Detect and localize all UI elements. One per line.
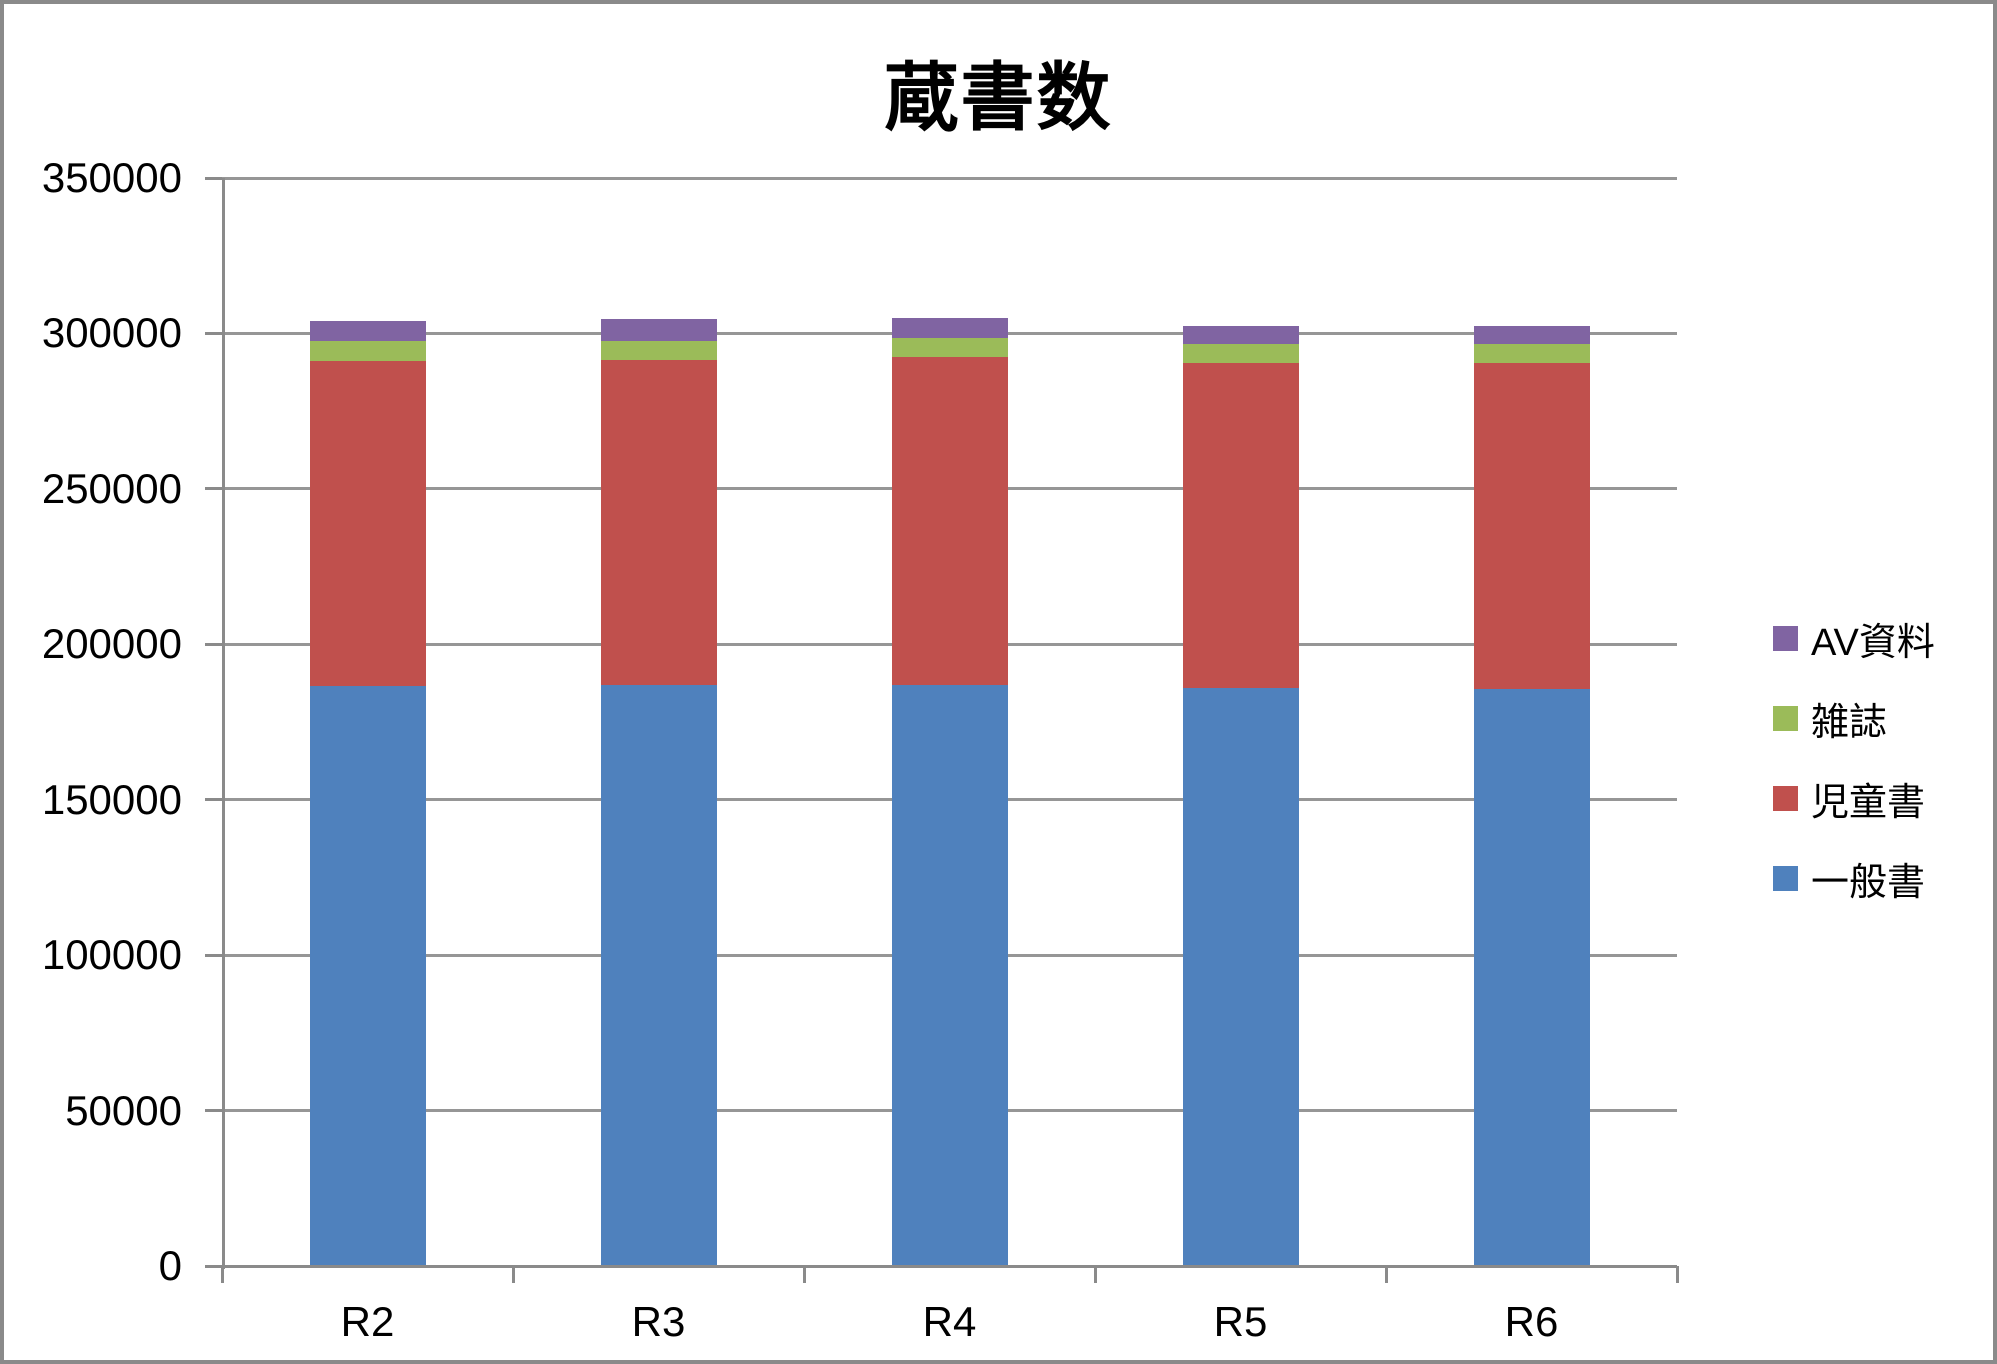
bar-segment-AV資料-R6: [1473, 325, 1590, 345]
legend-label: AV資料: [1811, 621, 1935, 664]
legend-swatch-icon: [1773, 705, 1798, 731]
bar-segment-児童書-R3: [600, 359, 717, 685]
legend-item-雑誌: 雑誌: [1773, 678, 1935, 758]
bar-segment-AV資料-R5: [1182, 325, 1299, 345]
y-tick-label: 0: [158, 1242, 182, 1289]
x-tick-5: [1675, 1266, 1679, 1283]
legend-label: 児童書: [1811, 781, 1926, 824]
bar-segment-一般書-R4: [891, 684, 1008, 1266]
x-axis-line: [222, 1264, 1677, 1268]
bar-segment-児童書-R6: [1473, 362, 1590, 690]
bar-segment-児童書-R4: [891, 356, 1008, 685]
y-tick-label: 300000: [41, 309, 182, 357]
bar-segment-一般書-R6: [1473, 689, 1590, 1266]
x-category-label-R4: R4: [922, 1298, 977, 1345]
y-tick-label: 150000: [41, 775, 182, 823]
bar-segment-雑誌-R5: [1182, 344, 1299, 363]
bar-segment-一般書-R2: [309, 686, 426, 1266]
y-tick-150000: [205, 798, 222, 802]
y-tick-0: [205, 1264, 222, 1268]
y-tick-100000: [205, 953, 222, 957]
y-tick-label: 250000: [41, 464, 182, 512]
x-category-label-R2: R2: [340, 1298, 395, 1345]
legend-swatch-icon: [1773, 865, 1798, 891]
x-tick-2: [802, 1266, 806, 1283]
x-tick-0: [220, 1266, 224, 1283]
bar-segment-AV資料-R2: [309, 320, 426, 342]
y-tick-label: 100000: [41, 931, 182, 979]
x-category-label-R3: R3: [631, 1298, 686, 1345]
bar-segment-雑誌-R2: [309, 341, 426, 362]
bar-segment-一般書-R3: [600, 684, 717, 1266]
x-category-label-R5: R5: [1213, 1298, 1268, 1345]
gridline-350000: [222, 176, 1677, 180]
x-tick-1: [511, 1266, 515, 1283]
y-tick-50000: [205, 1109, 222, 1113]
y-tick-label: 350000: [41, 154, 182, 201]
y-tick-250000: [205, 487, 222, 491]
bar-segment-雑誌-R4: [891, 338, 1008, 357]
y-tick-label: 50000: [65, 1086, 182, 1134]
legend-item-児童書: 児童書: [1773, 758, 1935, 838]
x-tick-3: [1093, 1266, 1097, 1283]
x-tick-4: [1384, 1266, 1388, 1283]
bar-segment-児童書-R5: [1182, 362, 1299, 688]
bar-segment-雑誌-R3: [600, 341, 717, 360]
x-category-label-R6: R6: [1504, 1298, 1559, 1345]
legend-swatch-icon: [1773, 625, 1798, 651]
bar-segment-雑誌-R6: [1473, 344, 1590, 363]
legend: AV資料雑誌児童書一般書: [1773, 598, 1935, 918]
bar-segment-AV資料-R3: [600, 319, 717, 342]
legend-swatch-icon: [1773, 785, 1798, 811]
y-tick-label: 200000: [41, 620, 182, 668]
y-tick-200000: [205, 642, 222, 646]
y-tick-300000: [205, 331, 222, 335]
legend-label: 雑誌: [1811, 701, 1888, 744]
bar-segment-児童書-R2: [309, 361, 426, 687]
legend-label: 一般書: [1811, 861, 1926, 904]
bar-segment-AV資料-R4: [891, 317, 1008, 339]
legend-item-AV資料: AV資料: [1773, 598, 1935, 678]
legend-item-一般書: 一般書: [1773, 838, 1935, 918]
bar-segment-一般書-R5: [1182, 687, 1299, 1266]
y-tick-350000: [205, 176, 222, 180]
y-axis-line: [222, 178, 225, 1269]
chart-title: 蔵書数: [884, 56, 1113, 139]
